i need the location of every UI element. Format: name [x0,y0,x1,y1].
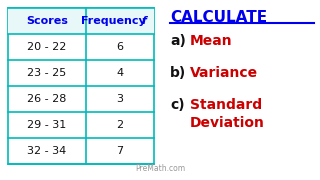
Text: Scores: Scores [26,16,68,26]
Text: 2: 2 [116,120,124,130]
Bar [8,8,154,34]
Text: c): c) [170,98,185,112]
Text: 23 - 25: 23 - 25 [28,68,67,78]
Text: Deviation: Deviation [190,116,265,130]
Text: 26 - 28: 26 - 28 [27,94,67,104]
Text: 29 - 31: 29 - 31 [28,120,67,130]
Text: a): a) [170,34,186,48]
Text: Mean: Mean [190,34,233,48]
Text: Standard: Standard [190,98,262,112]
Text: b): b) [170,66,186,80]
Text: 7: 7 [116,146,124,156]
Text: 32 - 34: 32 - 34 [28,146,67,156]
Text: CALCULATE: CALCULATE [170,10,267,25]
Bar [8,8,154,164]
Text: 20 - 22: 20 - 22 [27,42,67,52]
Text: 3: 3 [116,94,124,104]
Text: 4: 4 [116,68,124,78]
Text: f: f [141,16,147,26]
Text: 6: 6 [116,42,124,52]
Text: Frequency: Frequency [81,16,145,26]
Text: Variance: Variance [190,66,258,80]
Text: PreMath.com: PreMath.com [135,164,185,173]
